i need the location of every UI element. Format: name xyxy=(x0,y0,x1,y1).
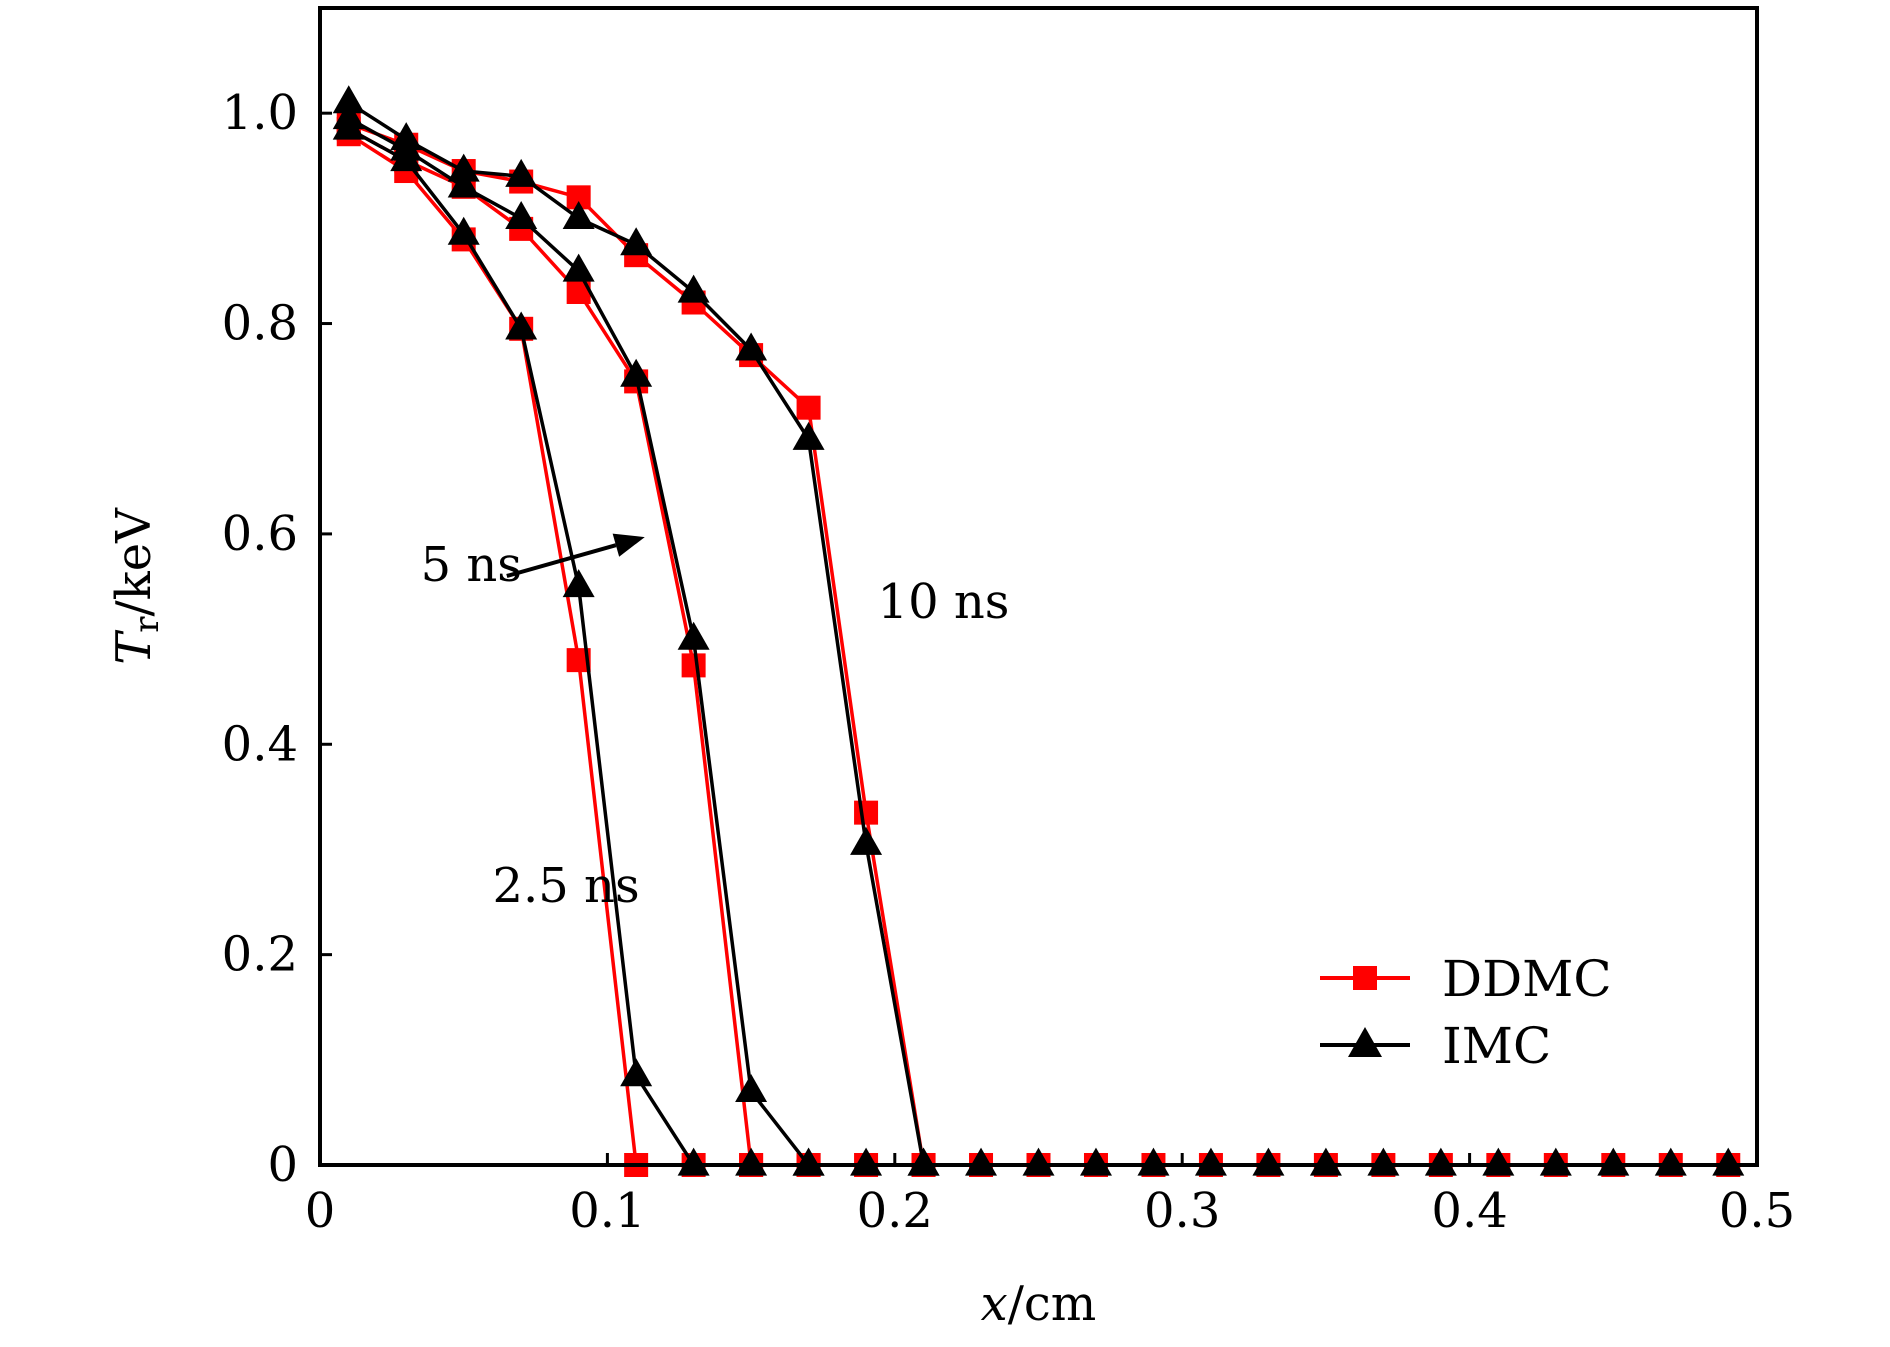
data-point xyxy=(505,311,538,340)
y-tick-label: 0 xyxy=(267,1137,298,1193)
data-point xyxy=(735,1147,768,1176)
series-imc-10-ns xyxy=(332,85,940,1176)
y-tick-label: 0.2 xyxy=(222,927,298,983)
x-axis-label-unit: /cm xyxy=(1008,1276,1097,1332)
data-point xyxy=(505,201,538,230)
data-point xyxy=(620,227,653,256)
x-tick-label: 0.5 xyxy=(1719,1183,1795,1239)
data-point xyxy=(447,216,480,245)
annotation-label: 5 ns xyxy=(421,537,522,593)
y-axis-label: Tr/keV xyxy=(106,507,167,665)
y-axis-label-main: T xyxy=(106,630,162,665)
data-point xyxy=(1424,1147,1457,1176)
data-point xyxy=(735,332,768,361)
data-point xyxy=(447,169,480,198)
annotation-label: 10 ns xyxy=(878,574,1010,630)
data-point xyxy=(1367,1147,1400,1176)
data-point xyxy=(1137,1147,1170,1176)
series-imc-5-ns xyxy=(332,101,825,1176)
data-point xyxy=(562,569,595,598)
data-point xyxy=(1022,1147,1055,1176)
data-point xyxy=(1539,1147,1572,1176)
data-point xyxy=(332,101,365,130)
x-tick-label: 0.1 xyxy=(569,1183,645,1239)
tick-layer: 0 0.1 0.2 0.3 0.4 0.5 0 0.2 0.4 0.6 0.8 1.0 xyxy=(222,85,1796,1239)
data-point xyxy=(390,122,423,151)
data-point xyxy=(1482,1147,1515,1176)
x-tick-label: 0.2 xyxy=(857,1183,933,1239)
data-point xyxy=(965,1147,998,1176)
legend-marker-ddmc xyxy=(1353,966,1377,990)
data-point xyxy=(1712,1147,1745,1176)
data-point xyxy=(792,421,825,450)
data-point xyxy=(681,653,706,678)
x-tick-label: 0 xyxy=(305,1183,336,1239)
data-point xyxy=(854,800,879,825)
y-tick-label: 0.4 xyxy=(222,716,298,772)
series-line xyxy=(347,127,1729,1167)
legend-label-ddmc: DDMC xyxy=(1442,950,1612,1008)
y-tick-label: 1.0 xyxy=(222,85,298,141)
data-point xyxy=(1252,1147,1285,1176)
annotation-arrow-head xyxy=(612,533,645,557)
data-point xyxy=(332,85,365,114)
data-point xyxy=(1194,1147,1227,1176)
series-ddmc-10-ns xyxy=(336,111,936,1177)
legend-label-imc: IMC xyxy=(1442,1017,1551,1075)
data-point xyxy=(620,358,653,387)
x-tick-label: 0.4 xyxy=(1431,1183,1507,1239)
data-point xyxy=(677,1147,710,1176)
data-point xyxy=(1597,1147,1630,1176)
data-point xyxy=(1079,1147,1112,1176)
data-point xyxy=(850,826,883,855)
x-axis-label-main: x xyxy=(981,1276,1008,1332)
data-point xyxy=(562,253,595,282)
y-axis-label-sub: r xyxy=(127,616,167,633)
data-point xyxy=(1309,1147,1342,1176)
annotation-layer: 2.5 ns 5 ns 10 ns xyxy=(421,533,1010,914)
x-axis-label: x/cm xyxy=(981,1276,1097,1332)
data-point xyxy=(620,1058,653,1087)
y-tick-label: 0.6 xyxy=(222,506,298,562)
data-point xyxy=(1654,1147,1687,1176)
data-point xyxy=(447,153,480,182)
data-point xyxy=(796,395,821,420)
annotation-arrow-shaft xyxy=(506,543,617,578)
data-point xyxy=(850,1147,883,1176)
data-point xyxy=(677,274,710,303)
data-point xyxy=(562,201,595,230)
series-line xyxy=(347,132,1729,1167)
data-point xyxy=(792,1147,825,1176)
data-point xyxy=(677,621,710,650)
plot-frame xyxy=(318,6,1759,1167)
legend-marker-imc xyxy=(1348,1027,1382,1057)
data-point xyxy=(505,158,538,187)
legend: DDMC IMC xyxy=(1320,950,1612,1075)
y-axis-label-unit: /keV xyxy=(106,507,162,617)
x-tick-label: 0.3 xyxy=(1144,1183,1220,1239)
y-tick-label: 0.8 xyxy=(222,296,298,352)
series-layer xyxy=(332,85,1745,1177)
data-point xyxy=(735,1074,768,1103)
data-point xyxy=(907,1147,940,1176)
annotation-label: 2.5 ns xyxy=(492,858,639,914)
